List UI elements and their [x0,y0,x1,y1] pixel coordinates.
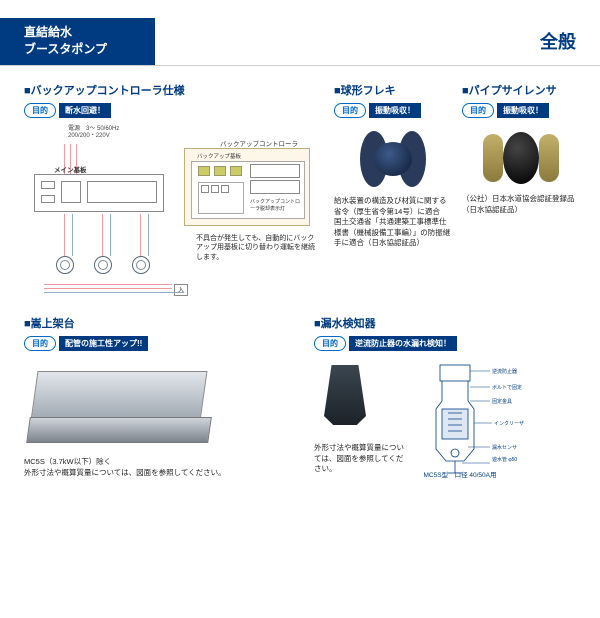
leak-label-f: 遊水管 φ50 [492,456,517,463]
purpose-pill: 目的 [24,336,56,351]
flex-caption: 給水装置の構造及び材質に関する省令（厚生省令第14号）に適合 国土交通省「共通建… [334,196,452,249]
section-stand: ■嵩上架台 目的 配管の施工性アップ!! MC5S（3.7kW以下）除く 外形寸… [24,309,284,479]
backup-diagram: 電源 3～ 50/60Hz 200/200・220V メイン基板 バックアップコ… [24,124,322,299]
silencer-product-image [481,130,561,186]
flex-tag: 振動吸収！ [369,103,421,118]
purpose-pill: 目的 [314,336,346,351]
leak-label-g: MC5S型 口径 40/50A用 [424,470,497,479]
leak-title: ■漏水検知器 [314,315,574,331]
header-right: 全般 [155,18,600,65]
backup-purpose: 目的 断水回避！ [24,103,111,118]
backup-spec: 電源 3～ 50/60Hz 200/200・220V [68,126,119,140]
leak-label-d: インクリーザ [494,421,524,427]
leak-label-e: 漏水センサ [492,444,517,451]
stand-caption: MC5S（3.7kW以下）除く 外形寸法や概算質量については、図面を参照してくだ… [24,457,284,478]
header-title-l2: ブースタポンプ [24,41,131,58]
silencer-caption: （公社）日本水道協会認証登録品 （日水協認証品） [462,194,580,215]
leak-product-image [314,361,376,439]
backup-bc-label: バックアップコントローラ [220,138,298,148]
backup-controller-box: バックアップ基板 バックアップコントローラ脱却表示灯 [184,148,310,226]
stand-product-image [24,361,214,451]
stand-tag: 配管の施工性アップ!! [59,336,148,351]
backup-title: ■バックアップコントローラ仕様 [24,82,324,98]
row-2: ■嵩上架台 目的 配管の施工性アップ!! MC5S（3.7kW以下）除く 外形寸… [24,309,582,479]
motor-icon [56,256,74,274]
silencer-title: ■パイプサイレンサ [462,82,580,98]
backup-main-board [34,174,164,212]
backup-note: 不具合が発生しても、自動的にバックアップ用基板に切り替わり運転を継続します。 [196,234,316,262]
motor-icon [94,256,112,274]
stand-title: ■嵩上架台 [24,315,284,331]
leak-label-a: 逆流防止器 [492,368,517,375]
section-backup: ■バックアップコントローラ仕様 目的 断水回避！ 電源 3～ 50/60Hz 2… [24,76,324,299]
flex-purpose: 目的 振動吸収！ [334,103,421,118]
silencer-tag: 振動吸収！ [497,103,549,118]
backup-tag: 断水回避！ [59,103,111,118]
section-flex: ■球形フレキ 目的 振動吸収！ 給水装置の構造及び材質に関する省令（厚生省令第1… [334,76,452,299]
backup-main-label: メイン基板 [54,164,87,174]
leak-drawing: 逆流防止器 ボルトで固定 固定金具 インクリーザ 漏水センサ 遊水管 φ50 M… [412,361,532,479]
leak-caption: 外形寸法や概算質量については、図面を参照してください。 [314,443,404,475]
content: ■バックアップコントローラ仕様 目的 断水回避！ 電源 3～ 50/60Hz 2… [0,66,600,489]
flex-title: ■球形フレキ [334,82,452,98]
motor-icon [132,256,150,274]
leak-label-b: ボルトで固定 [492,384,522,391]
section-silencer: ■パイプサイレンサ 目的 振動吸収！ （公社）日本水道協会認証登録品 （日水協認… [462,76,580,299]
leak-purpose: 目的 逆流防止器の水漏れ検知！ [314,336,457,351]
row-1: ■バックアップコントローラ仕様 目的 断水回避！ 電源 3～ 50/60Hz 2… [24,76,582,299]
leak-label-c: 固定金具 [492,398,512,405]
section-leak: ■漏水検知器 目的 逆流防止器の水漏れ検知！ 外形寸法や概算質量については、図面… [314,309,574,479]
stand-purpose: 目的 配管の施工性アップ!! [24,336,148,351]
flex-product-image [358,128,428,190]
purpose-pill: 目的 [334,103,366,118]
leak-figure-row: 外形寸法や概算質量については、図面を参照してください。 [314,361,574,479]
purpose-pill: 目的 [24,103,56,118]
page-header: 直結給水 ブースタポンプ 全般 [0,18,600,66]
leak-tag: 逆流防止器の水漏れ検知！ [349,336,457,351]
purpose-pill: 目的 [462,103,494,118]
header-title-block: 直結給水 ブースタポンプ [0,18,155,65]
silencer-purpose: 目的 振動吸収！ [462,103,549,118]
header-title-l1: 直結給水 [24,24,131,41]
